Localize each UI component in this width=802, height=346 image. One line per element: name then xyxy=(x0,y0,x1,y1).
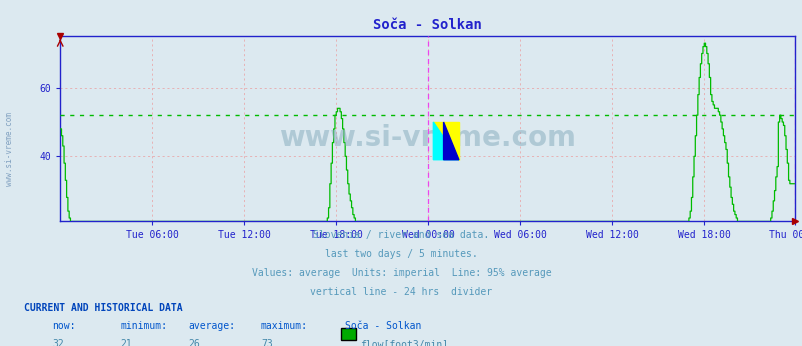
Text: Soča - Solkan: Soča - Solkan xyxy=(345,321,421,331)
Text: 26: 26 xyxy=(188,339,200,346)
Text: www.si-vreme.com: www.si-vreme.com xyxy=(279,124,575,152)
Text: last two days / 5 minutes.: last two days / 5 minutes. xyxy=(325,249,477,259)
Title: Soča - Solkan: Soča - Solkan xyxy=(373,18,481,33)
Text: now:: now: xyxy=(52,321,75,331)
Text: 73: 73 xyxy=(261,339,273,346)
Text: CURRENT AND HISTORICAL DATA: CURRENT AND HISTORICAL DATA xyxy=(24,303,183,313)
Text: flow[foot3/min]: flow[foot3/min] xyxy=(359,339,448,346)
Text: Slovenia / river and sea data.: Slovenia / river and sea data. xyxy=(313,230,489,240)
Text: vertical line - 24 hrs  divider: vertical line - 24 hrs divider xyxy=(310,287,492,297)
Text: minimum:: minimum: xyxy=(120,321,168,331)
Polygon shape xyxy=(433,122,458,160)
Text: 21: 21 xyxy=(120,339,132,346)
Text: Values: average  Units: imperial  Line: 95% average: Values: average Units: imperial Line: 95… xyxy=(251,268,551,278)
Text: maximum:: maximum: xyxy=(261,321,308,331)
Polygon shape xyxy=(433,122,458,160)
Text: 32: 32 xyxy=(52,339,64,346)
Polygon shape xyxy=(443,122,458,160)
Text: average:: average: xyxy=(188,321,236,331)
Text: www.si-vreme.com: www.si-vreme.com xyxy=(5,112,14,186)
